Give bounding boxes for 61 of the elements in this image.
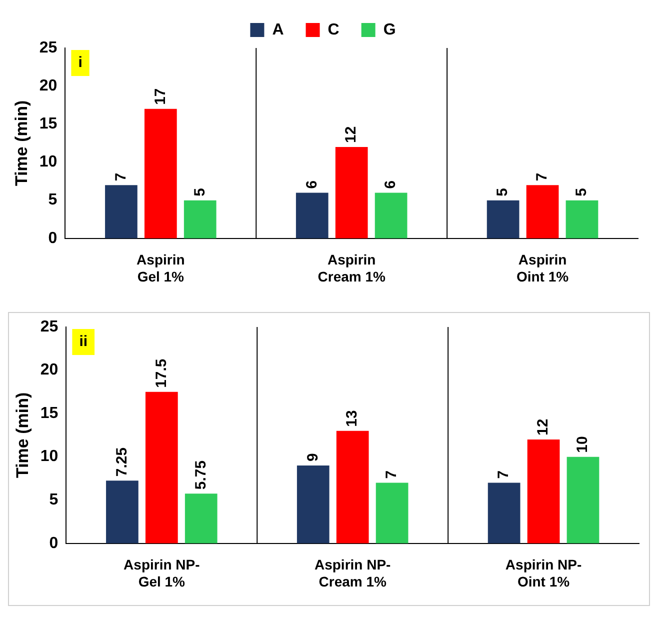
bar	[106, 480, 138, 544]
data-label: 9	[304, 453, 322, 462]
bar	[296, 465, 330, 544]
bar	[486, 200, 520, 238]
x-tick-label: Aspirin NP- Cream 1%	[314, 556, 392, 590]
bar	[566, 200, 598, 238]
x-tick-label: Aspirin NP- Gel 1%	[124, 556, 200, 590]
bar	[526, 185, 559, 238]
data-label: 7	[112, 172, 130, 182]
data-label: 12	[534, 418, 552, 436]
legend-label: C	[328, 21, 340, 38]
data-label: 5	[191, 188, 208, 196]
bar	[376, 482, 408, 544]
data-label: 17	[152, 88, 169, 105]
bar	[184, 494, 218, 544]
y-tick-label: 0	[49, 534, 58, 552]
y-tick-label: 20	[39, 77, 58, 94]
data-label: 5	[494, 188, 512, 196]
x-tick-label: Aspirin Oint 1%	[516, 252, 570, 284]
bar	[488, 482, 520, 544]
x-tick-label: Aspirin Gel 1%	[136, 252, 185, 284]
bar	[145, 392, 178, 544]
y-tick-label: 5	[49, 492, 58, 509]
data-label: 6	[303, 180, 320, 189]
legend-label: G	[383, 21, 396, 38]
data-label: 7	[534, 172, 551, 182]
bar	[527, 440, 560, 544]
bar	[336, 430, 369, 544]
y-tick-label: 5	[48, 192, 58, 209]
data-label: 6	[382, 180, 400, 189]
y-tick-label: 25	[40, 318, 58, 336]
legend-label: A	[272, 21, 284, 38]
data-label: 5.75	[192, 460, 210, 490]
annotation: ii	[79, 333, 88, 350]
y-axis-title: Time (min)	[12, 392, 32, 478]
x-tick-label: Aspirin NP- Oint 1%	[505, 556, 582, 590]
y-tick-label: 15	[39, 116, 58, 133]
y-axis-title: Time (min)	[12, 100, 31, 186]
bar	[105, 185, 138, 238]
x-tick-label: Aspirin Cream 1%	[318, 252, 386, 284]
y-tick-label: 0	[48, 230, 58, 247]
y-tick-label: 15	[40, 404, 58, 422]
bar	[296, 192, 328, 238]
bar	[566, 456, 600, 544]
data-label: 13	[344, 410, 361, 427]
y-tick-label: 25	[39, 39, 58, 56]
data-label: 17.5	[152, 358, 170, 388]
y-tick-label: 10	[39, 154, 58, 171]
y-tick-label: 10	[40, 448, 58, 466]
bar	[144, 108, 177, 238]
data-label: 12	[342, 126, 360, 144]
annotation: i	[78, 54, 82, 72]
bar	[335, 147, 368, 238]
data-label: 7	[383, 470, 400, 479]
data-label: 10	[574, 436, 592, 453]
data-label: 7	[495, 470, 512, 479]
data-label: 5	[573, 188, 590, 196]
bar	[374, 192, 408, 238]
bar	[184, 200, 216, 238]
data-label: 7.25	[113, 447, 130, 477]
y-tick-label: 20	[40, 362, 58, 379]
